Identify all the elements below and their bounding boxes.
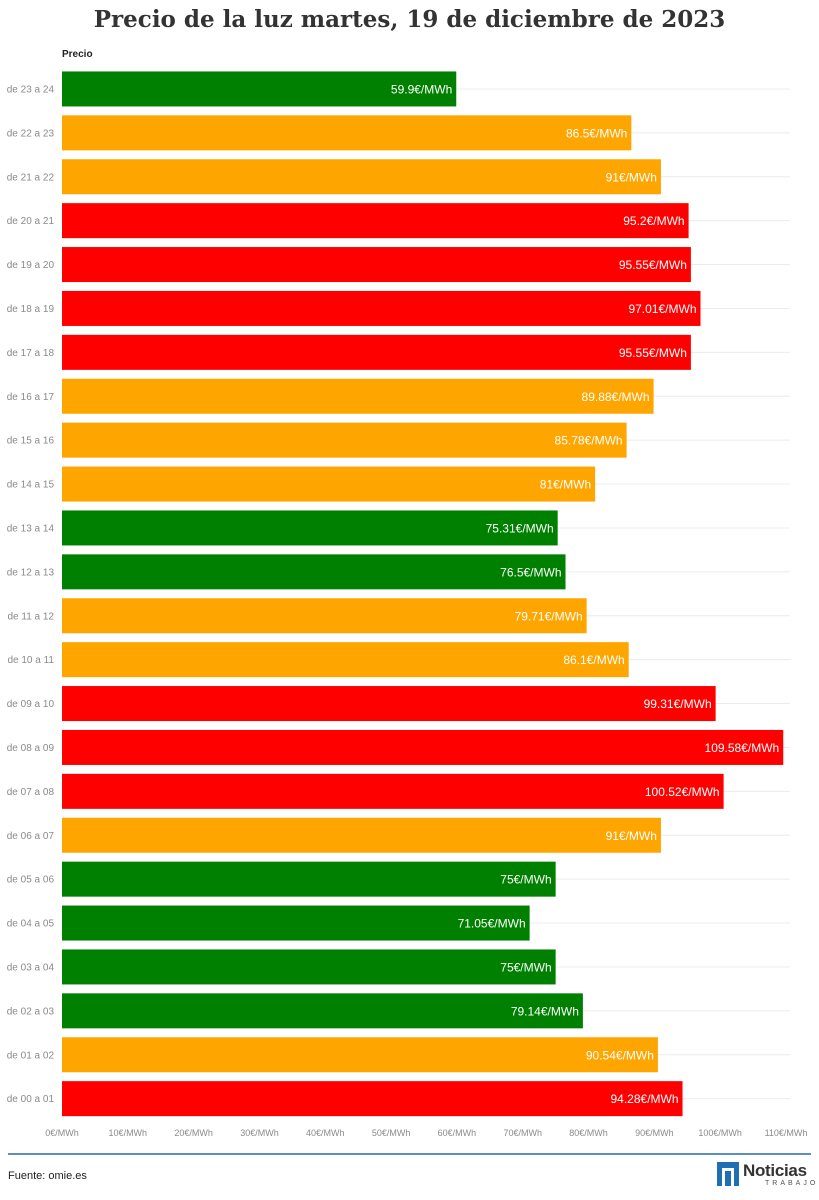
category-label: de 01 a 02 (7, 1050, 55, 1061)
bar (62, 817, 661, 853)
bar (62, 993, 583, 1029)
category-label: de 12 a 13 (7, 567, 55, 578)
category-label: de 23 a 24 (7, 84, 55, 95)
category-label: de 18 a 19 (7, 304, 55, 315)
value-label: 90.54€/MWh (586, 1048, 654, 1062)
value-label: 109.58€/MWh (705, 741, 780, 755)
bar (62, 1081, 683, 1117)
value-label: 89.88€/MWh (582, 390, 650, 404)
bar (62, 598, 587, 634)
category-label: de 04 a 05 (7, 919, 55, 930)
footer-divider (8, 1153, 811, 1155)
value-label: 81€/MWh (540, 478, 591, 492)
noticias-trabajo-logo: Noticias TRABAJO (717, 1162, 818, 1188)
value-label: 94.28€/MWh (610, 1092, 678, 1106)
value-label: 97.01€/MWh (628, 302, 696, 316)
x-tick-label: 90€/MWh (635, 1128, 674, 1138)
value-label: 95.2€/MWh (623, 214, 684, 228)
category-label: de 20 a 21 (7, 216, 55, 227)
bar (62, 686, 716, 722)
category-label: de 02 a 03 (7, 1006, 55, 1017)
category-label: de 10 a 11 (7, 655, 54, 666)
bar (62, 729, 784, 765)
value-label: 100.52€/MWh (645, 785, 720, 799)
y-axis-title: Precio (62, 49, 93, 60)
bar (62, 861, 556, 897)
value-label: 79.71€/MWh (515, 609, 583, 623)
bar (62, 203, 689, 239)
value-label: 99.31€/MWh (644, 697, 712, 711)
bar (62, 290, 701, 326)
category-label: de 00 a 01 (7, 1094, 55, 1105)
category-label: de 19 a 20 (7, 260, 55, 271)
category-label: de 07 a 08 (7, 787, 55, 798)
bar (62, 773, 724, 809)
bar (62, 378, 654, 414)
category-label: de 15 a 16 (7, 436, 55, 447)
x-tick-label: 70€/MWh (503, 1128, 542, 1138)
category-label: de 11 a 12 (7, 611, 54, 622)
x-tick-label: 110€/MWh (765, 1128, 808, 1138)
bar (62, 905, 530, 941)
bar (62, 334, 691, 370)
value-label: 75€/MWh (500, 873, 551, 887)
category-label: de 09 a 10 (7, 699, 55, 710)
n-logo-icon (717, 1162, 739, 1186)
x-tick-label: 30€/MWh (240, 1128, 279, 1138)
bar (62, 1037, 658, 1073)
value-label: 95.55€/MWh (619, 258, 687, 272)
bar-chart: Precio de 23 a 24 59.9€/MWh de 22 a 23 86.5… (7, 49, 808, 1138)
value-label: 71.05€/MWh (458, 917, 526, 931)
value-label: 91€/MWh (606, 170, 657, 184)
value-label: 86.5€/MWh (566, 126, 627, 140)
bar (62, 642, 629, 678)
category-label: de 06 a 07 (7, 831, 55, 842)
bar (62, 949, 556, 985)
chart-title: Precio de la luz martes, 19 de diciembre… (93, 6, 726, 33)
bar (62, 422, 627, 458)
gridlines (62, 88, 790, 1100)
value-label: 76.5€/MWh (500, 565, 561, 579)
category-label: de 08 a 09 (7, 743, 55, 754)
bar (62, 466, 596, 502)
x-tick-label: 50€/MWh (372, 1128, 411, 1138)
x-tick-label: 40€/MWh (306, 1128, 345, 1138)
value-label: 59.9€/MWh (391, 82, 452, 96)
value-label: 86.1€/MWh (563, 653, 624, 667)
x-tick-label: 80€/MWh (569, 1128, 608, 1138)
bar (62, 554, 566, 590)
category-label: de 14 a 15 (7, 480, 55, 491)
source-text: Fuente: omie.es (8, 1170, 87, 1182)
x-tick-label: 20€/MWh (174, 1128, 213, 1138)
bar (62, 115, 632, 151)
logo-main-text: Noticias (743, 1161, 807, 1180)
category-label: de 22 a 23 (7, 128, 55, 139)
value-label: 75€/MWh (500, 960, 551, 974)
category-label: de 13 a 14 (7, 523, 55, 534)
value-label: 95.55€/MWh (619, 346, 687, 360)
x-tick-label: 60€/MWh (438, 1128, 477, 1138)
category-label: de 03 a 04 (7, 962, 55, 973)
value-label: 79.14€/MWh (511, 1004, 579, 1018)
bar (62, 71, 457, 107)
category-label: de 05 a 06 (7, 875, 55, 886)
bars-group: de 23 a 24 59.9€/MWh de 22 a 23 86.5€/MWh de… (7, 71, 784, 1117)
x-tick-label: 100€/MWh (698, 1128, 742, 1138)
x-tick-label: 10€/MWh (109, 1128, 148, 1138)
value-label: 85.78€/MWh (555, 434, 623, 448)
x-tick-label: 0€/MWh (45, 1128, 79, 1138)
bar (62, 510, 558, 546)
value-label: 91€/MWh (606, 829, 657, 843)
category-label: de 17 a 18 (7, 348, 55, 359)
logo-sub-text: TRABAJO (765, 1180, 819, 1187)
x-axis: 0€/MWh 10€/MWh 20€/MWh 30€/MWh 40€/MWh 50€/MW… (45, 1128, 807, 1138)
category-label: de 16 a 17 (7, 392, 55, 403)
bar (62, 159, 661, 195)
category-label: de 21 a 22 (7, 172, 55, 183)
bar (62, 247, 691, 283)
value-label: 75.31€/MWh (486, 521, 554, 535)
